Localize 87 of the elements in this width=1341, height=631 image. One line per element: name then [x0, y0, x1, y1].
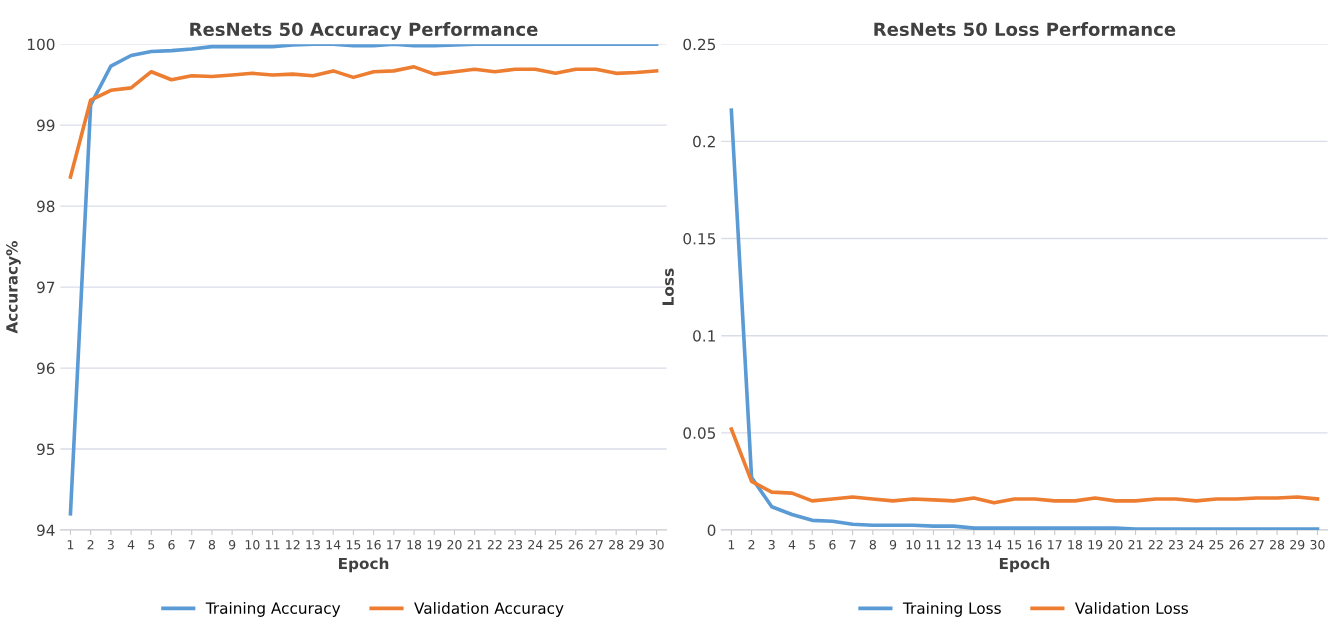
x-tick-label: 19 — [427, 539, 442, 550]
x-tick-label: 13 — [306, 539, 320, 550]
y-tick-label: 100 — [28, 38, 55, 51]
x-tick-label: 27 — [588, 539, 603, 550]
line-series — [68, 44, 659, 516]
x-tick-label: 11 — [926, 540, 941, 550]
x-tick-label: 6 — [168, 539, 175, 550]
x-tick-label: 18 — [1068, 539, 1083, 550]
x-tick-label: 4 — [788, 540, 796, 550]
x-tick-label: 20 — [1108, 539, 1123, 550]
x-tick-label: 29 — [1290, 539, 1305, 550]
legend-label: Training Accuracy — [205, 602, 341, 617]
x-tick-label: 5 — [809, 540, 816, 550]
x-tick-label: 21 — [1128, 539, 1143, 550]
y-tick-label: 95 — [37, 443, 55, 456]
x-tick-label: 12 — [947, 539, 961, 550]
x-tick-label: 7 — [849, 540, 856, 550]
line-series — [68, 65, 659, 179]
x-tick-label: 20 — [447, 539, 462, 550]
y-tick-label: 0.05 — [683, 427, 716, 439]
x-tick-label: 8 — [869, 539, 876, 550]
y-axis-title: Loss — [662, 268, 674, 305]
x-tick-label: 14 — [326, 540, 341, 550]
x-tick-label: 22 — [1148, 539, 1163, 550]
x-tick-label: 28 — [609, 539, 624, 550]
y-tick-label: 0.15 — [683, 232, 716, 245]
x-tick-label: 30 — [1310, 539, 1325, 550]
x-tick-label: 3 — [768, 539, 775, 550]
x-tick-label: 5 — [148, 540, 155, 550]
x-tick-label: 16 — [367, 539, 381, 550]
legend-label: Validation Accuracy — [414, 602, 564, 617]
x-tick-label: 19 — [1088, 539, 1103, 550]
chart-title: ResNets 50 Loss Performance — [874, 22, 1176, 37]
x-tick-label: 17 — [387, 540, 401, 550]
x-tick-label: 27 — [1249, 539, 1264, 550]
y-tick-label: 0.25 — [683, 38, 716, 51]
x-tick-label: 2 — [748, 539, 755, 550]
y-tick-label: 99 — [37, 119, 55, 132]
x-tick-label: 26 — [568, 539, 583, 550]
x-tick-label: 30 — [649, 539, 664, 550]
x-tick-label: 23 — [508, 539, 523, 550]
x-tick-label: 9 — [228, 539, 236, 550]
x-axis-title: Epoch — [339, 557, 389, 573]
x-tick-label: 25 — [1209, 539, 1224, 550]
x-tick-label: 18 — [407, 539, 422, 550]
x-tick-label: 3 — [107, 539, 114, 550]
x-tick-label: 10 — [245, 539, 260, 550]
y-tick-label: 97 — [37, 281, 55, 294]
legend-label: Validation Loss — [1075, 602, 1188, 614]
x-tick-label: 28 — [1270, 539, 1285, 550]
x-tick-label: 15 — [1007, 540, 1022, 550]
x-tick-label: 17 — [1048, 540, 1062, 550]
x-tick-label: 16 — [1027, 539, 1042, 550]
x-tick-label: 9 — [889, 539, 897, 550]
x-tick-label: 14 — [987, 540, 1002, 550]
x-axis-title: Epoch — [999, 557, 1050, 573]
y-tick-label: 0 — [707, 524, 716, 537]
x-tick-label: 23 — [1168, 539, 1183, 550]
x-tick-label: 25 — [548, 539, 563, 550]
line-series — [729, 427, 1320, 505]
x-tick-label: 12 — [286, 539, 300, 550]
y-tick-label: 94 — [37, 524, 55, 537]
y-tick-label: 0.2 — [693, 135, 715, 148]
x-tick-label: 11 — [265, 540, 280, 550]
x-tick-label: 29 — [629, 539, 644, 550]
y-tick-label: 98 — [37, 200, 55, 213]
y-axis-title: Accuracy% — [6, 241, 21, 334]
x-tick-label: 1 — [67, 540, 74, 550]
x-tick-label: 24 — [528, 539, 543, 550]
x-tick-label: 6 — [829, 539, 836, 550]
x-tick-label: 24 — [1189, 539, 1204, 550]
x-tick-label: 26 — [1229, 539, 1244, 550]
x-tick-label: 10 — [906, 539, 921, 550]
y-tick-label: 0.1 — [693, 330, 715, 342]
x-tick-label: 1 — [728, 540, 735, 550]
x-tick-label: 8 — [208, 539, 216, 550]
x-tick-label: 21 — [467, 539, 482, 550]
chart-title: ResNets 50 Accuracy Performance — [190, 22, 538, 40]
x-tick-label: 15 — [346, 540, 361, 550]
legend-label: Training Loss — [902, 602, 1001, 617]
x-tick-label: 2 — [87, 539, 94, 550]
y-tick-label: 96 — [37, 362, 55, 375]
x-tick-label: 4 — [127, 540, 135, 550]
line-series — [729, 108, 1320, 531]
x-tick-label: 13 — [967, 539, 981, 550]
x-tick-label: 22 — [487, 539, 502, 550]
x-tick-label: 7 — [188, 540, 195, 550]
